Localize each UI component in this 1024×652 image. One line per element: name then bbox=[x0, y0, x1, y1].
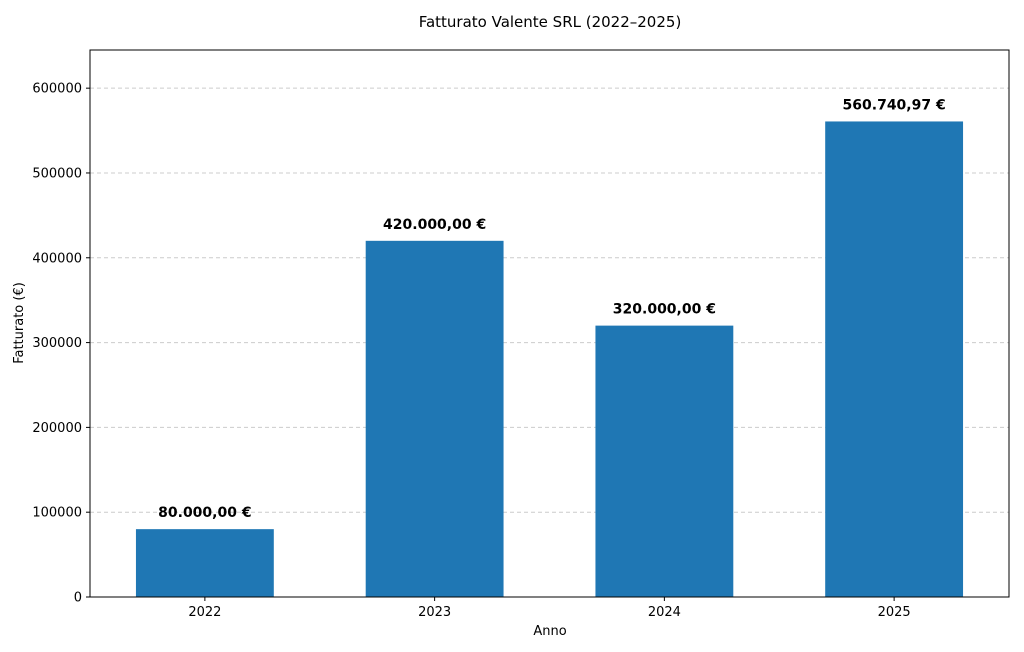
plot-frame bbox=[89, 49, 1010, 598]
x-axis-ticks: 2022 2023 2024 2025 bbox=[188, 597, 911, 620]
x-tick-label: 2024 bbox=[648, 605, 681, 620]
bar bbox=[135, 529, 274, 597]
x-tick-label: 2025 bbox=[878, 605, 911, 620]
chart-title: Fatturato Valente SRL (2022–2025) bbox=[419, 13, 682, 31]
y-tick-label: 300000 bbox=[32, 336, 82, 351]
y-tick-label: 600000 bbox=[32, 82, 82, 97]
y-axis-label: Fatturato (€) bbox=[12, 282, 27, 364]
bar bbox=[595, 325, 734, 597]
data-labels: 80.000,00 € 420.000,00 € 320.000,00 € 560.7… bbox=[158, 97, 946, 521]
x-axis-label: Anno bbox=[533, 624, 566, 639]
data-label: 320.000,00 € bbox=[613, 302, 716, 318]
bar bbox=[365, 240, 504, 597]
y-tick-label: 200000 bbox=[32, 421, 82, 436]
y-tick-label: 100000 bbox=[32, 506, 82, 521]
y-axis-ticks: 0 100000 200000 300000 400000 500000 600000 bbox=[32, 82, 90, 606]
data-label: 560.740,97 € bbox=[843, 97, 946, 113]
y-tick-label: 500000 bbox=[32, 166, 82, 181]
y-tick-label: 400000 bbox=[32, 251, 82, 266]
bars bbox=[135, 121, 964, 598]
x-tick-label: 2022 bbox=[188, 605, 221, 620]
y-tick-label: 0 bbox=[74, 591, 82, 606]
bar bbox=[825, 121, 964, 598]
x-tick-label: 2023 bbox=[418, 605, 451, 620]
data-label: 80.000,00 € bbox=[158, 505, 251, 521]
data-label: 420.000,00 € bbox=[383, 217, 486, 233]
